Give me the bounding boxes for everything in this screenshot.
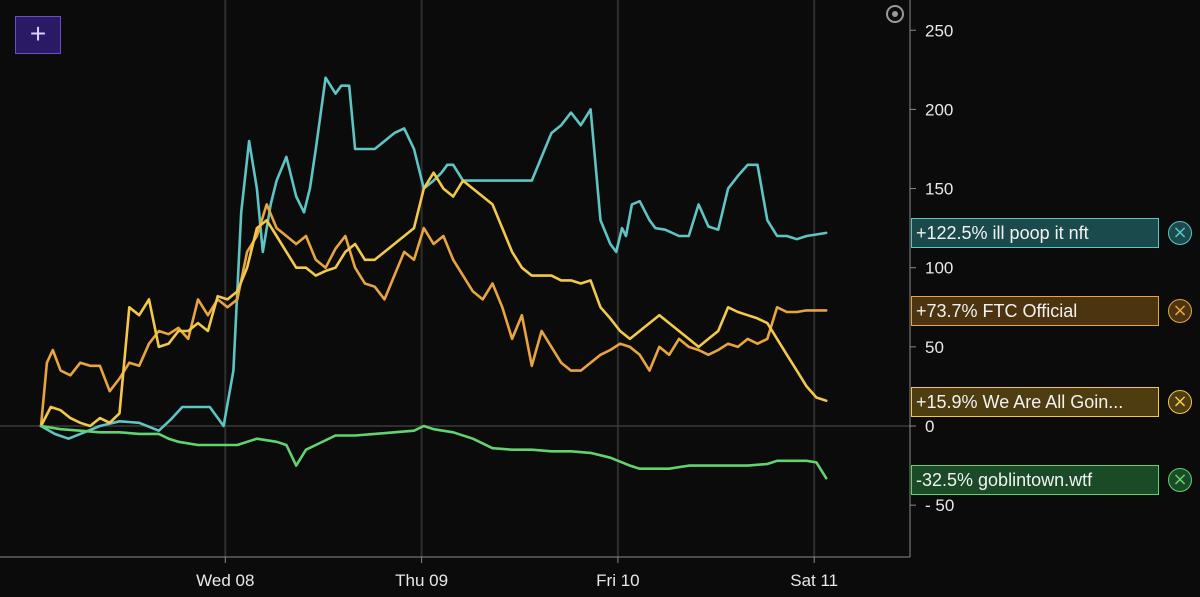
- y-tick-label: 150: [925, 180, 953, 199]
- series-line-2[interactable]: [39, 171, 828, 428]
- legend-label: +73.7% FTC Official: [916, 301, 1078, 321]
- add-series-button[interactable]: +: [15, 16, 61, 54]
- legend-item-3[interactable]: -32.5% goblintown.wtf: [911, 465, 1159, 495]
- legend-label: +15.9% We Are All Goin...: [916, 392, 1124, 412]
- y-tick-label: - 50: [925, 496, 954, 515]
- y-tick-label: 200: [925, 100, 953, 119]
- y-tick-label: 250: [925, 21, 953, 40]
- series-line-3[interactable]: [39, 424, 828, 480]
- axes: [0, 0, 916, 563]
- y-tick-label: 0: [925, 417, 934, 436]
- legend-item-0[interactable]: +122.5% ill poop it nft: [911, 218, 1159, 248]
- legend-label: +122.5% ill poop it nft: [916, 223, 1089, 243]
- legend-item-2[interactable]: +15.9% We Are All Goin...: [911, 387, 1159, 417]
- y-tick-label: 100: [925, 259, 953, 278]
- x-tick-label: Fri 10: [596, 571, 639, 590]
- close-icon[interactable]: ×: [1168, 221, 1192, 245]
- series-line-0[interactable]: [39, 76, 828, 441]
- grid-lines: [0, 0, 910, 557]
- close-icon[interactable]: ×: [1168, 468, 1192, 492]
- legend-label: -32.5% goblintown.wtf: [916, 470, 1093, 490]
- y-tick-label: 50: [925, 338, 944, 357]
- legend-item-1[interactable]: +73.7% FTC Official: [911, 296, 1159, 326]
- series-line-1[interactable]: [39, 203, 828, 428]
- x-tick-label: Wed 08: [196, 571, 254, 590]
- close-icon[interactable]: ×: [1168, 299, 1192, 323]
- y-axis-tick-labels: 250 200 150 100 50 0 - 50: [925, 21, 954, 515]
- x-axis-tick-labels: Wed 08 Thu 09 Fri 10 Sat 11: [196, 571, 838, 590]
- x-tick-label: Thu 09: [395, 571, 448, 590]
- close-icon[interactable]: ×: [1168, 390, 1192, 414]
- series-lines: [39, 76, 828, 480]
- plus-icon: +: [29, 18, 47, 49]
- x-tick-label: Sat 11: [790, 571, 838, 590]
- target-icon[interactable]: [886, 5, 904, 23]
